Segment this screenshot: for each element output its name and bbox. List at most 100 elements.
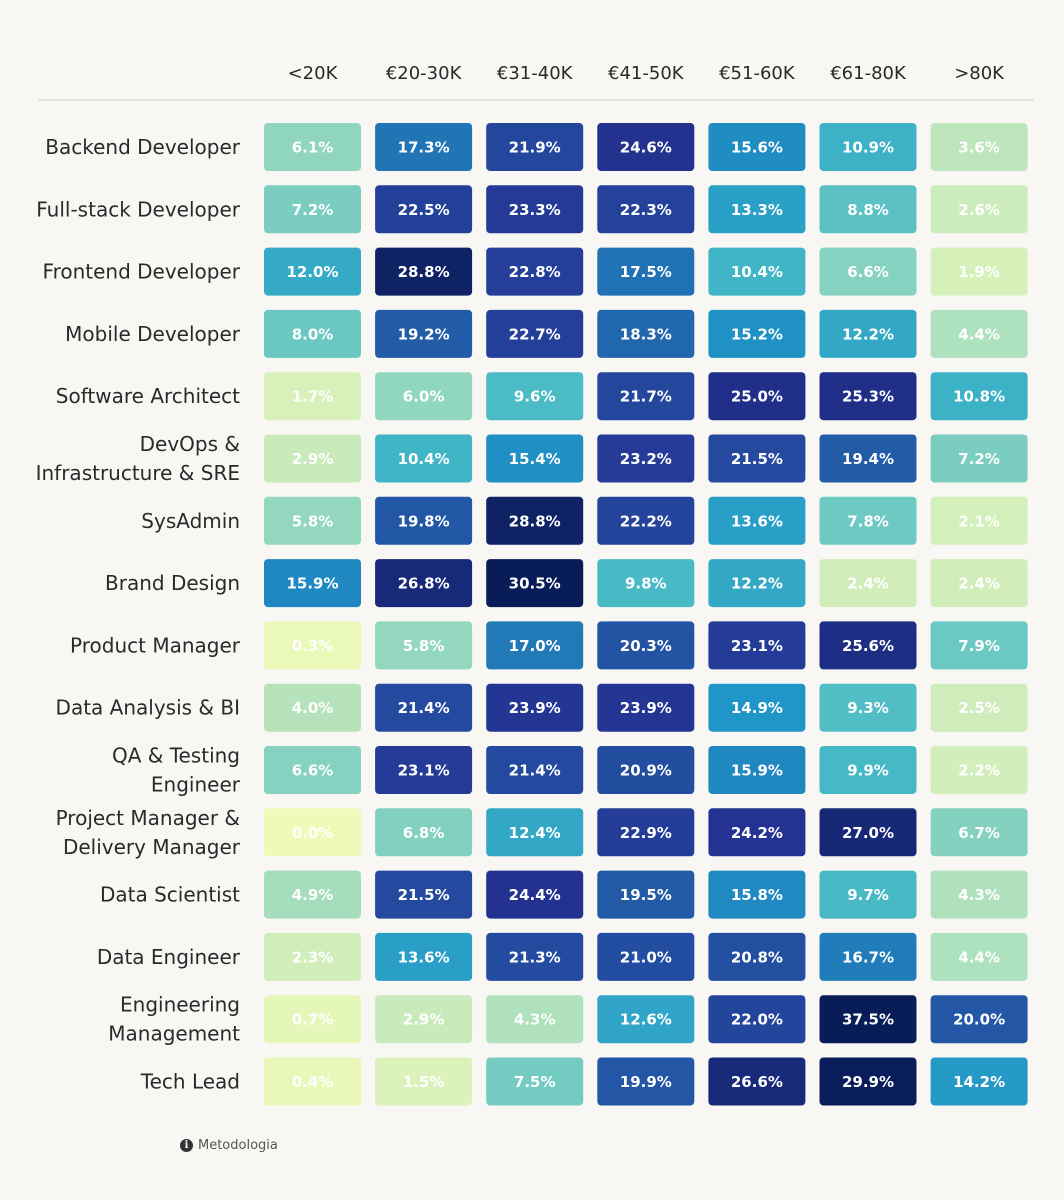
cell-value: 22.9% (620, 824, 672, 842)
cell-value: 9.9% (847, 762, 889, 780)
heatmap-cell (597, 995, 695, 1044)
heatmap-cell (930, 870, 1028, 919)
heatmap-cell (708, 621, 806, 670)
cell-value: 6.1% (292, 139, 334, 157)
row-label: Data Engineer (97, 945, 241, 969)
cell-value: 0.3% (292, 637, 334, 655)
heatmap-cell (597, 1057, 695, 1106)
row-label: Tech Lead (140, 1070, 240, 1094)
cell-value: 21.0% (620, 948, 672, 966)
row-label: Mobile Developer (65, 322, 241, 346)
cell-value: 2.4% (847, 575, 889, 593)
row-label: Product Manager (70, 633, 241, 657)
cell-value: 21.5% (731, 450, 783, 468)
row-label: DevOps & Infrastructure & SRE (36, 432, 240, 485)
cell-value: 8.0% (292, 325, 334, 343)
row-label: SysAdmin (141, 509, 240, 533)
cell-value: 19.8% (398, 512, 450, 530)
heatmap-cell (264, 995, 361, 1044)
heatmap-cell (264, 123, 361, 171)
column-header: €61-80K (830, 63, 907, 84)
heatmap-cell (597, 434, 695, 483)
row-label: Software Architect (56, 384, 240, 408)
heatmap-cell (708, 496, 806, 545)
heatmap-cell (708, 123, 806, 171)
cell-value: 2.9% (403, 1011, 445, 1029)
cell-value: 10.4% (398, 450, 450, 468)
cell-value: 20.8% (731, 948, 783, 966)
cell-value: 7.9% (958, 637, 1000, 655)
heatmap-cell (375, 434, 473, 483)
heatmap-cell (264, 870, 361, 919)
cell-value: 24.4% (509, 886, 561, 904)
cell-value: 2.3% (292, 948, 334, 966)
cell-value: 20.9% (620, 762, 672, 780)
heatmap-cell (597, 746, 695, 794)
heatmap-cell (486, 496, 584, 545)
cell-value: 4.3% (958, 886, 1000, 904)
heatmap-cell (375, 247, 473, 296)
cell-value: 12.6% (620, 1011, 672, 1029)
heatmap-cell (597, 309, 695, 358)
heatmap-cell (486, 1057, 584, 1106)
heatmap-cell (264, 496, 361, 545)
heatmap-cell (930, 496, 1028, 545)
cell-value: 8.8% (847, 201, 889, 219)
heatmap-cell (264, 372, 361, 421)
heatmap-cell (264, 683, 361, 732)
heatmap-cell (597, 621, 695, 670)
cell-value: 25.0% (731, 388, 783, 406)
row-label: Data Analysis & BI (56, 696, 240, 720)
salary-heatmap: <20K €20-30K €31-40K €41-50K €51-60K €61-80K >… (36, 63, 1034, 1106)
heatmap-cell (819, 683, 917, 732)
heatmap-cell (819, 123, 917, 171)
heatmap-cell (264, 434, 361, 483)
cell-value: 21.7% (620, 388, 672, 406)
cell-value: 21.4% (509, 762, 561, 780)
cell-value: 7.2% (292, 201, 334, 219)
row-label: Brand Design (105, 571, 240, 595)
cell-value: 6.0% (403, 388, 445, 406)
heatmap-cell (930, 247, 1028, 296)
cell-value: 15.8% (731, 886, 783, 904)
cell-value: 23.9% (509, 699, 561, 717)
cell-value: 25.6% (842, 637, 894, 655)
heatmap-cell (819, 247, 917, 296)
heatmap-cell (264, 1057, 361, 1106)
heatmap-cell (708, 995, 806, 1044)
cell-value: 4.3% (514, 1011, 556, 1029)
cell-value: 18.3% (620, 325, 672, 343)
heatmap-cell (486, 995, 584, 1044)
heatmap-cell (708, 932, 806, 981)
methodology-link[interactable]: i Metodologia (180, 1138, 278, 1153)
cell-value: 15.6% (731, 139, 783, 157)
cell-value: 14.9% (731, 699, 783, 717)
heatmap-cell (375, 995, 473, 1044)
heatmap-cell (375, 870, 473, 919)
heatmap-cell (597, 808, 695, 857)
heatmap-cell (930, 932, 1028, 981)
cell-value: 22.8% (509, 263, 561, 281)
cell-value: 16.7% (842, 948, 894, 966)
heatmap-cell (819, 870, 917, 919)
cell-value: 37.5% (842, 1011, 894, 1029)
cell-value: 15.9% (731, 762, 783, 780)
cell-value: 22.3% (620, 201, 672, 219)
cell-value: 4.0% (292, 699, 334, 717)
heatmap-cell (375, 559, 473, 608)
cell-value: 6.8% (403, 824, 445, 842)
cell-value: 4.9% (292, 886, 334, 904)
cell-value: 26.6% (731, 1073, 783, 1091)
heatmap-cell (708, 185, 806, 234)
heatmap-cell (819, 995, 917, 1044)
cell-value: 12.2% (842, 325, 894, 343)
cell-value: 5.8% (292, 512, 334, 530)
cell-value: 9.3% (847, 699, 889, 717)
heatmap-cell (486, 621, 584, 670)
cell-value: 1.5% (403, 1073, 445, 1091)
cell-value: 10.4% (731, 263, 783, 281)
heatmap-cell (597, 683, 695, 732)
heatmap-cell (708, 1057, 806, 1106)
cell-value: 28.8% (509, 512, 561, 530)
row-label: Data Scientist (100, 883, 240, 907)
